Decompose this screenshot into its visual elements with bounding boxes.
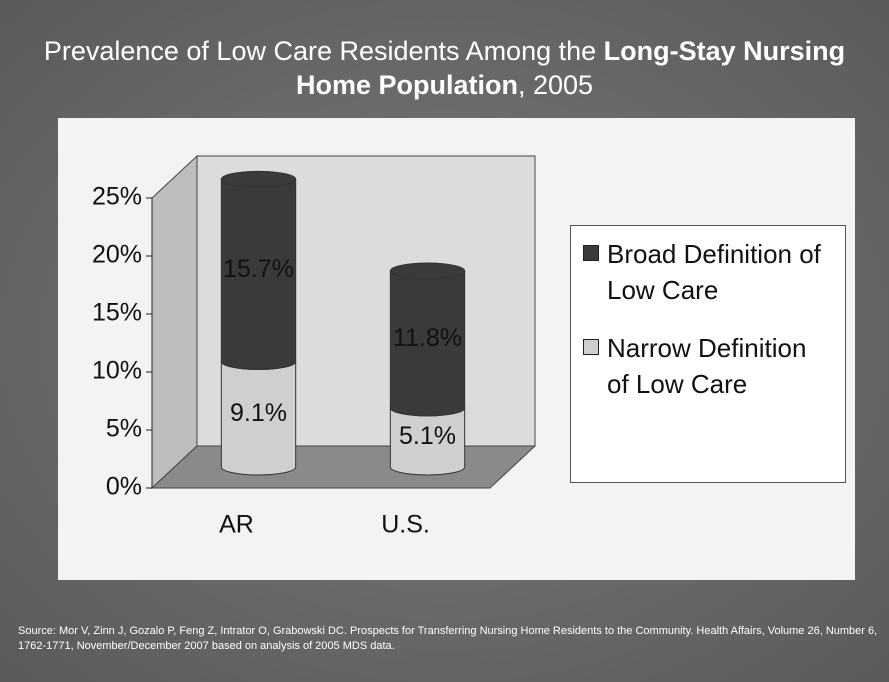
y-tick-label: 10% xyxy=(92,357,142,385)
cylinder-segment xyxy=(220,178,297,370)
y-tick-label: 20% xyxy=(92,241,142,269)
y-tick-label: 15% xyxy=(92,299,142,327)
title-part: Prevalence of Low Care Residents Among t… xyxy=(43,36,604,66)
x-tick-label: AR xyxy=(219,511,254,539)
title-part: , 2005 xyxy=(517,70,594,100)
value-label: 5.1% xyxy=(399,422,456,450)
legend-label: Narrow Definition of Low Care xyxy=(607,333,807,399)
y-tick-label: 5% xyxy=(106,415,142,443)
legend-entry: Broad Definition of Low Care xyxy=(579,236,837,308)
x-tick-label: U.S. xyxy=(381,511,430,539)
source-note: Source: Mor V, Zinn J, Gozalo P, Feng Z,… xyxy=(18,625,878,652)
floor xyxy=(150,445,537,489)
cylinder-top xyxy=(220,170,297,188)
y-tick-label: 25% xyxy=(92,183,142,211)
cylinder-segment xyxy=(389,407,466,476)
value-label: 9.1% xyxy=(230,399,287,427)
legend-label: Broad Definition of Low Care xyxy=(607,239,821,305)
value-label: 11.8% xyxy=(393,324,462,352)
legend-entry: Narrow Definition of Low Care xyxy=(579,330,837,402)
legend-swatch xyxy=(583,339,599,355)
legend-swatch xyxy=(583,245,599,261)
title-part: Long-Stay Nursing Home Population xyxy=(295,36,846,100)
value-label: 15.7% xyxy=(223,255,294,283)
side-wall xyxy=(151,154,198,490)
y-tick-label: 0% xyxy=(106,473,142,501)
cylinder-segment xyxy=(389,270,466,417)
legend: Broad Definition of Low Care Narrow Defin… xyxy=(570,225,846,483)
cylinder-top xyxy=(389,262,466,280)
cylinder-segment xyxy=(220,360,297,476)
chart-title: Prevalence of Low Care Residents Among t… xyxy=(40,34,849,102)
